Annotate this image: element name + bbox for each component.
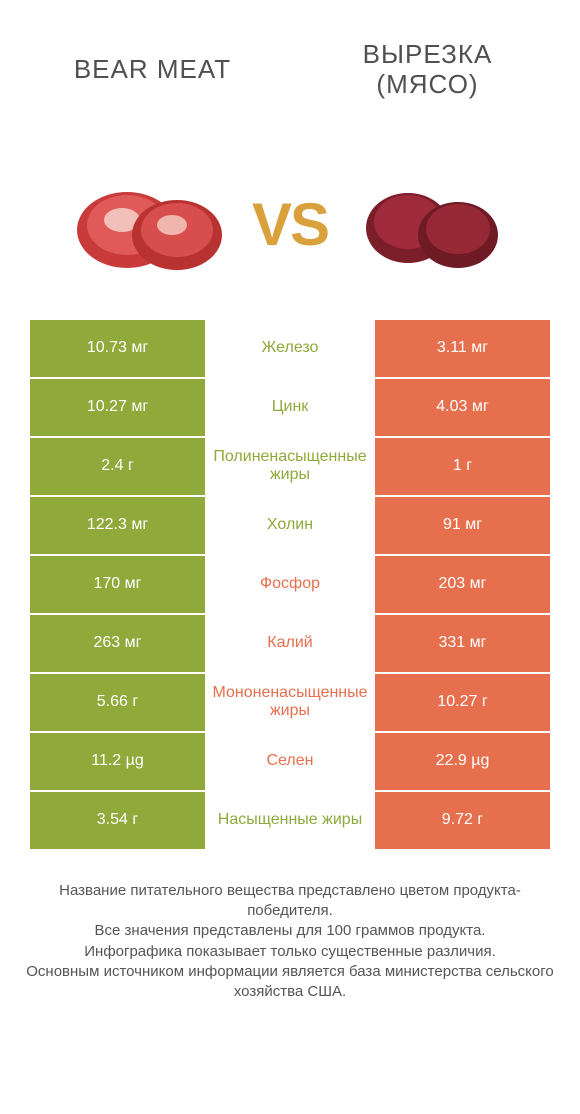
footer-line: Название питательного вещества представл…: [24, 881, 556, 922]
footer-line: Основным источником информации является …: [24, 962, 556, 1003]
nutrient-label: Калий: [205, 615, 375, 672]
value-right: 3.11 мг: [375, 320, 550, 377]
value-right: 203 мг: [375, 556, 550, 613]
nutrient-label: Селен: [205, 733, 375, 790]
nutrient-label: Полиненасыщенные жиры: [205, 438, 375, 495]
value-right: 4.03 мг: [375, 379, 550, 436]
value-right: 9.72 г: [375, 792, 550, 849]
nutrient-label: Цинк: [205, 379, 375, 436]
value-left: 3.54 г: [30, 792, 205, 849]
value-left: 2.4 г: [30, 438, 205, 495]
value-left: 5.66 г: [30, 674, 205, 731]
product-title-left: BEAR MEAT: [40, 54, 265, 85]
table-row: 2.4 гПолиненасыщенные жиры1 г: [30, 438, 550, 495]
meat-image-left: [72, 170, 232, 280]
table-row: 10.27 мгЦинк4.03 мг: [30, 379, 550, 436]
value-right: 331 мг: [375, 615, 550, 672]
table-row: 263 мгКалий331 мг: [30, 615, 550, 672]
table-row: 5.66 гМононенасыщенные жиры10.27 г: [30, 674, 550, 731]
table-row: 3.54 гНасыщенные жиры9.72 г: [30, 792, 550, 849]
vs-row: VS: [0, 120, 580, 320]
product-title-right: ВЫРЕЗКА (МЯСО): [315, 40, 540, 100]
value-left: 263 мг: [30, 615, 205, 672]
header: BEAR MEAT ВЫРЕЗКА (МЯСО): [0, 0, 580, 120]
meat-image-right: [348, 170, 508, 280]
table-row: 10.73 мгЖелезо3.11 мг: [30, 320, 550, 377]
value-right: 91 мг: [375, 497, 550, 554]
comparison-table: 10.73 мгЖелезо3.11 мг10.27 мгЦинк4.03 мг…: [0, 320, 580, 849]
value-right: 1 г: [375, 438, 550, 495]
nutrient-label: Железо: [205, 320, 375, 377]
nutrient-label: Холин: [205, 497, 375, 554]
value-left: 11.2 µg: [30, 733, 205, 790]
nutrient-label: Фосфор: [205, 556, 375, 613]
vs-label: VS: [252, 190, 328, 259]
value-left: 122.3 мг: [30, 497, 205, 554]
table-row: 122.3 мгХолин91 мг: [30, 497, 550, 554]
footer-line: Инфографика показывает только существенн…: [24, 942, 556, 962]
value-left: 170 мг: [30, 556, 205, 613]
value-right: 22.9 µg: [375, 733, 550, 790]
table-row: 170 мгФосфор203 мг: [30, 556, 550, 613]
nutrient-label: Насыщенные жиры: [205, 792, 375, 849]
footer-line: Все значения представлены для 100 граммо…: [24, 921, 556, 941]
value-left: 10.73 мг: [30, 320, 205, 377]
nutrient-label: Мононенасыщенные жиры: [205, 674, 375, 731]
value-left: 10.27 мг: [30, 379, 205, 436]
footer-notes: Название питательного вещества представл…: [0, 851, 580, 1003]
table-row: 11.2 µgСелен22.9 µg: [30, 733, 550, 790]
value-right: 10.27 г: [375, 674, 550, 731]
